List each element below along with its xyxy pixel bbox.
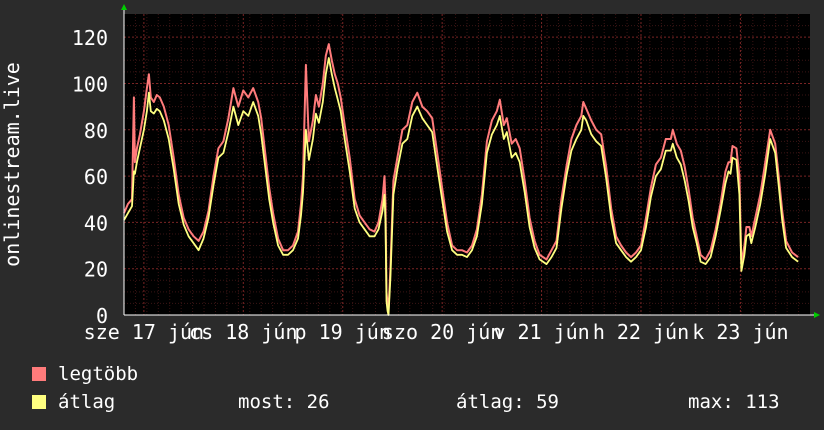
x-tick-label: p 19 jún xyxy=(295,320,391,344)
y-axis-label: onlinestream.live xyxy=(0,62,24,267)
y-axis-arrow xyxy=(121,4,127,10)
x-tick-label: szo 20 jún xyxy=(382,320,502,344)
y-tick-label: 80 xyxy=(84,119,108,143)
legend-label-max: legtöbb xyxy=(58,363,139,385)
y-tick-label: 20 xyxy=(84,258,108,282)
y-tick-label: 120 xyxy=(72,26,108,50)
stat-max: max: 113 xyxy=(688,391,780,413)
y-tick-label: 60 xyxy=(84,165,108,189)
legend-swatch-avg xyxy=(32,395,46,409)
y-tick-label: 100 xyxy=(72,72,108,96)
x-tick-label: cs 18 jún xyxy=(189,320,297,344)
legend-item-avg: átlag xyxy=(32,391,115,413)
x-tick-label: sze 17 jún xyxy=(84,320,204,344)
x-tick-label: h 22 jún xyxy=(593,320,689,344)
legend-item-max: legtöbb xyxy=(32,363,138,385)
series-line-average xyxy=(123,57,799,316)
x-tick-label: v 21 jún xyxy=(493,320,589,344)
x-axis-arrow xyxy=(814,312,820,318)
legend-label-avg: átlag xyxy=(58,391,116,413)
x-tick-label: k 23 jún xyxy=(692,320,788,344)
legend-swatch-max xyxy=(32,367,46,381)
stat-average: átlag: 59 xyxy=(456,391,559,413)
series-line-max xyxy=(123,43,799,312)
y-tick-label: 0 xyxy=(96,304,108,328)
stat-now: most: 26 xyxy=(238,391,330,413)
y-tick-label: 40 xyxy=(84,211,108,235)
